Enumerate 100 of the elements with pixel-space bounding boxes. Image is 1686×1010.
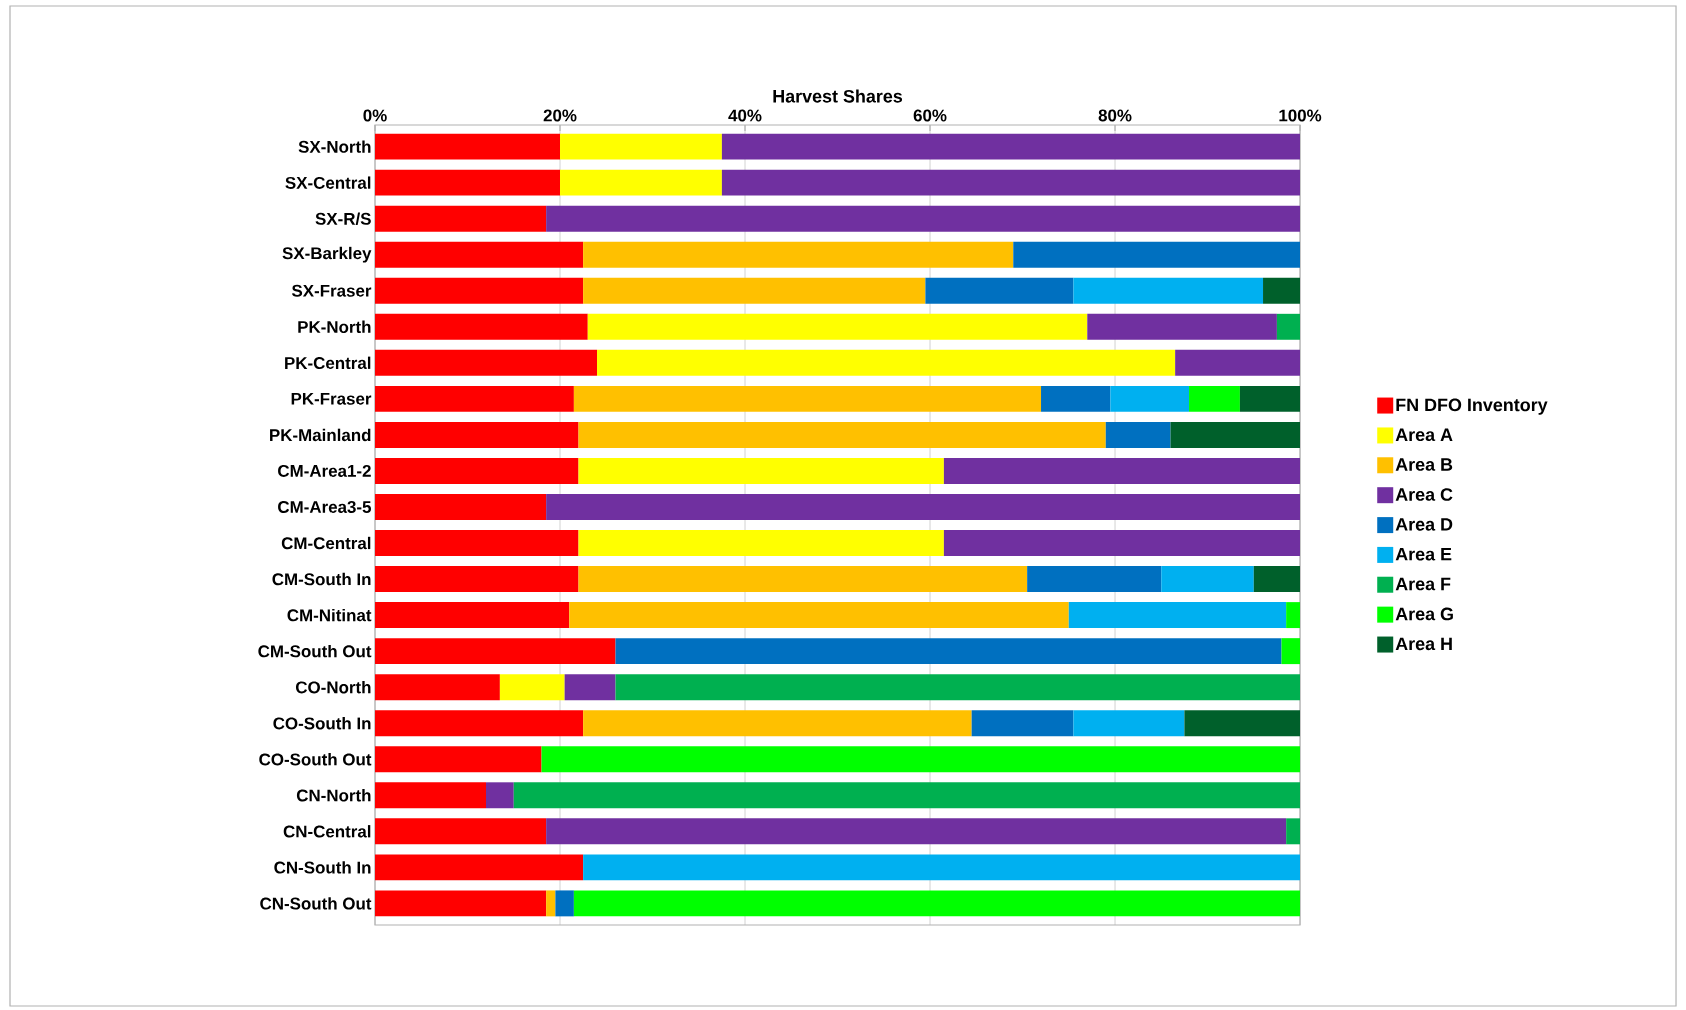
bar bbox=[375, 602, 570, 629]
y-tick-label: CM-Central bbox=[281, 536, 371, 550]
bar bbox=[578, 421, 1106, 448]
y-tick-label: PK-North bbox=[298, 320, 371, 334]
bar bbox=[1281, 638, 1301, 665]
bar bbox=[615, 674, 1301, 701]
bar bbox=[943, 457, 1301, 484]
x-tick-label: 40% bbox=[728, 109, 762, 122]
y-tick-label: SX-R/S bbox=[315, 212, 371, 225]
bar bbox=[615, 638, 1282, 665]
bar bbox=[560, 133, 722, 160]
bar bbox=[1286, 818, 1301, 845]
y-tick-label: CN-South Out bbox=[260, 897, 372, 910]
y-tick-label: SX-Central bbox=[285, 176, 371, 189]
bar bbox=[375, 530, 579, 556]
bar bbox=[546, 818, 1287, 845]
y-tick-label: CM-South In bbox=[272, 572, 371, 586]
legend-label: Area F bbox=[1395, 577, 1451, 591]
bar bbox=[375, 638, 616, 665]
bar bbox=[578, 530, 944, 556]
bar bbox=[375, 674, 500, 701]
bar bbox=[1105, 421, 1171, 448]
y-tick-label: CO-North bbox=[295, 680, 371, 694]
bar bbox=[1073, 710, 1185, 737]
y-tick-label: PK-Mainland bbox=[270, 428, 371, 442]
bar bbox=[375, 133, 561, 160]
bar bbox=[583, 277, 926, 304]
bar bbox=[375, 746, 542, 773]
bar bbox=[1170, 421, 1301, 448]
legend-label: FN DFO Inventory bbox=[1396, 398, 1548, 415]
bar bbox=[375, 457, 579, 484]
y-tick-label: CO-South In bbox=[273, 716, 371, 730]
x-tick-label: 0% bbox=[363, 109, 387, 122]
legend-label: Area B bbox=[1395, 458, 1453, 471]
bar bbox=[721, 133, 1301, 160]
bar bbox=[971, 710, 1074, 737]
bar bbox=[1276, 313, 1301, 340]
y-tick-label: CN-Central bbox=[283, 825, 371, 838]
bar bbox=[513, 782, 1301, 809]
y-tick-label: CM-Area3-5 bbox=[278, 500, 371, 513]
bar bbox=[546, 494, 1301, 520]
bar bbox=[486, 782, 514, 809]
bar bbox=[943, 530, 1301, 556]
bar bbox=[375, 241, 584, 268]
legend-label: Area H bbox=[1395, 637, 1452, 651]
bar bbox=[375, 349, 598, 376]
bar bbox=[1110, 385, 1190, 412]
bar bbox=[375, 854, 584, 881]
y-tick-label: CN-South In bbox=[274, 861, 371, 874]
bar bbox=[375, 385, 574, 412]
bar bbox=[1286, 602, 1301, 629]
bar bbox=[597, 349, 1176, 376]
bar bbox=[560, 169, 722, 196]
bar bbox=[1239, 385, 1301, 412]
bar bbox=[583, 241, 1014, 268]
bar bbox=[925, 277, 1074, 304]
legend-label: Area G bbox=[1395, 607, 1453, 621]
y-tick-label: CO-South Out bbox=[259, 753, 372, 766]
bar bbox=[499, 674, 565, 701]
legend-label: Area A bbox=[1395, 428, 1453, 442]
x-tick-label: 60% bbox=[913, 109, 947, 122]
bar bbox=[1184, 710, 1301, 737]
bar bbox=[721, 169, 1301, 196]
y-tick-label: SX-Barkley bbox=[282, 246, 372, 263]
legend-label: Area D bbox=[1395, 518, 1453, 531]
y-tick-label: SX-Fraser bbox=[291, 284, 372, 297]
bar bbox=[555, 890, 574, 917]
bar bbox=[375, 421, 579, 448]
y-tick-label: CN-North bbox=[296, 789, 371, 802]
bar bbox=[1189, 385, 1240, 412]
bar bbox=[375, 710, 584, 737]
bar bbox=[583, 710, 972, 737]
legend-label: Area E bbox=[1395, 547, 1452, 561]
bar bbox=[375, 890, 547, 917]
bar bbox=[1041, 385, 1111, 412]
bar bbox=[546, 890, 556, 917]
bar bbox=[375, 205, 547, 232]
bar bbox=[587, 313, 1088, 340]
y-tick-label: SX-North bbox=[298, 140, 371, 153]
bar bbox=[375, 277, 584, 304]
legend-label: Area C bbox=[1395, 488, 1453, 501]
bar bbox=[578, 457, 944, 484]
y-tick-label: CM-South Out bbox=[258, 644, 372, 658]
bar bbox=[546, 205, 1301, 232]
bar bbox=[578, 566, 1028, 593]
bar bbox=[541, 746, 1301, 773]
bar bbox=[375, 782, 487, 809]
x-tick-label: 80% bbox=[1098, 109, 1132, 122]
bar bbox=[1263, 277, 1301, 304]
bar bbox=[564, 674, 616, 701]
bar bbox=[569, 602, 1069, 629]
bar bbox=[1068, 602, 1287, 629]
x-tick-label: 100% bbox=[1279, 109, 1322, 122]
bar bbox=[375, 313, 588, 340]
bar bbox=[1013, 241, 1301, 268]
bar bbox=[1027, 566, 1162, 593]
bar bbox=[573, 385, 1042, 412]
bar bbox=[573, 890, 1301, 917]
bar bbox=[1161, 566, 1254, 593]
bar bbox=[375, 818, 547, 845]
